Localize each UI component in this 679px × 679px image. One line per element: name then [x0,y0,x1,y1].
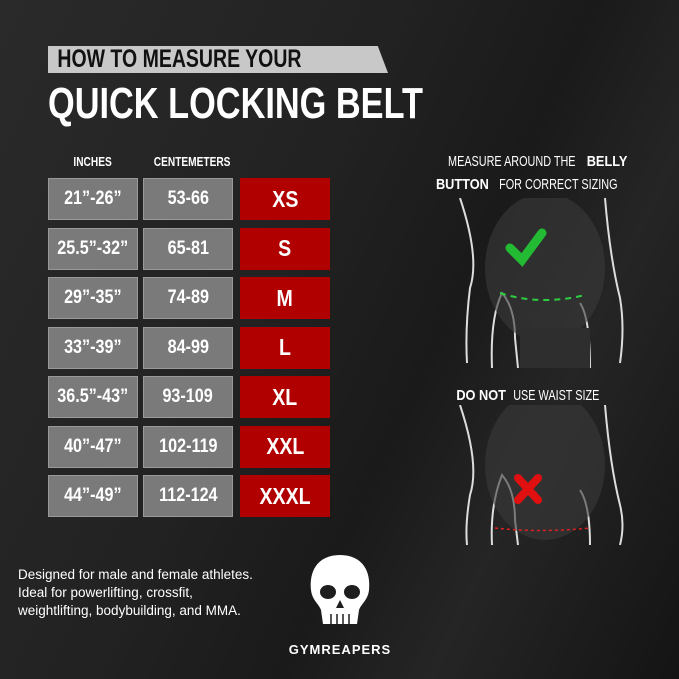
inches-cell: 40”-47” [48,425,138,468]
waist-measure-line [494,527,591,532]
size-label: XS [240,178,330,220]
column-header-inches: INCHES [73,154,113,169]
inches-cell: 44”-49” [48,475,138,517]
page-title: QUICK LOCKING BELT [48,79,423,128]
skull-logo [310,555,370,624]
cm-cell: 102-119 [143,425,233,468]
size-label: L [240,326,330,369]
belly-measure-line [499,292,586,301]
brand-name: GYMREAPERS [288,642,392,657]
cm-cell: 112-124 [143,475,233,517]
size-label: S [240,227,330,270]
cm-cell: 93-109 [143,376,233,418]
inches-cell: 36.5”-43” [48,376,138,418]
size-label: XXXL [240,475,330,517]
cm-cell: 74-89 [143,277,233,319]
cm-cell: 53-66 [143,178,233,220]
size-label: M [240,277,330,319]
torso-figure-incorrect [459,405,624,545]
column-header-cm: CENTEMETERS [153,154,231,169]
inches-cell: 29”-35” [48,277,138,319]
product-description: Designed for male and female athletes. I… [18,567,253,618]
cm-cell: 65-81 [143,227,233,270]
check-icon [505,228,547,267]
inches-cell: 33”-39” [48,326,138,369]
torso-figure-correct [459,198,624,368]
x-icon [514,474,542,504]
measure-instruction: MEASURE AROUND THE BELLY BUTTON FOR CORRE… [435,153,628,193]
inches-cell: 21”-26” [48,178,138,220]
header-line1: HOW TO MEASURE YOUR [57,45,302,73]
header-banner: HOW TO MEASURE YOUR [48,46,388,73]
cm-cell: 84-99 [143,326,233,369]
inches-cell: 25.5”-32” [48,227,138,270]
size-label: XXL [240,425,330,468]
waist-warning: DO NOT USE WAIST SIZE [456,387,600,404]
size-label: XL [240,376,330,418]
